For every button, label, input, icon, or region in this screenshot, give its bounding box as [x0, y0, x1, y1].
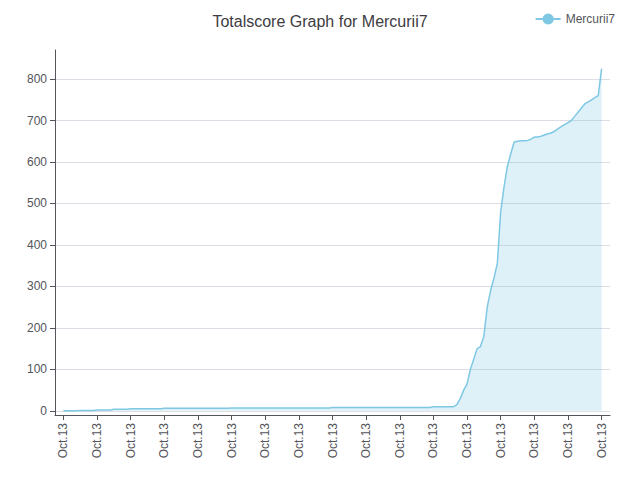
svg-text:300: 300 — [27, 279, 47, 293]
svg-text:Oct.13: Oct.13 — [258, 423, 272, 459]
svg-text:Totalscore Graph for Mercurii7: Totalscore Graph for Mercurii7 — [212, 13, 427, 30]
svg-text:Oct.13: Oct.13 — [393, 423, 407, 459]
svg-text:Oct.13: Oct.13 — [527, 423, 541, 459]
svg-text:Oct.13: Oct.13 — [359, 423, 373, 459]
svg-text:0: 0 — [40, 404, 47, 418]
svg-text:500: 500 — [27, 196, 47, 210]
svg-text:Oct.13: Oct.13 — [157, 423, 171, 459]
svg-text:Oct.13: Oct.13 — [56, 423, 70, 459]
svg-text:200: 200 — [27, 321, 47, 335]
svg-text:800: 800 — [27, 72, 47, 86]
svg-text:Mercurii7: Mercurii7 — [566, 12, 616, 26]
svg-text:700: 700 — [27, 114, 47, 128]
svg-text:600: 600 — [27, 155, 47, 169]
svg-text:400: 400 — [27, 238, 47, 252]
svg-text:Oct.13: Oct.13 — [460, 423, 474, 459]
svg-text:100: 100 — [27, 362, 47, 376]
svg-text:Oct.13: Oct.13 — [326, 423, 340, 459]
svg-text:Oct.13: Oct.13 — [426, 423, 440, 459]
svg-text:Oct.13: Oct.13 — [595, 423, 609, 459]
svg-text:Oct.13: Oct.13 — [225, 423, 239, 459]
svg-text:Oct.13: Oct.13 — [561, 423, 575, 459]
svg-text:Oct.13: Oct.13 — [494, 423, 508, 459]
svg-text:Oct.13: Oct.13 — [292, 423, 306, 459]
svg-text:Oct.13: Oct.13 — [124, 423, 138, 459]
svg-text:Oct.13: Oct.13 — [90, 423, 104, 459]
svg-text:Oct.13: Oct.13 — [191, 423, 205, 459]
